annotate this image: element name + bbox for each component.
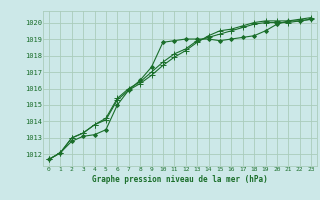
X-axis label: Graphe pression niveau de la mer (hPa): Graphe pression niveau de la mer (hPa) — [92, 175, 268, 184]
